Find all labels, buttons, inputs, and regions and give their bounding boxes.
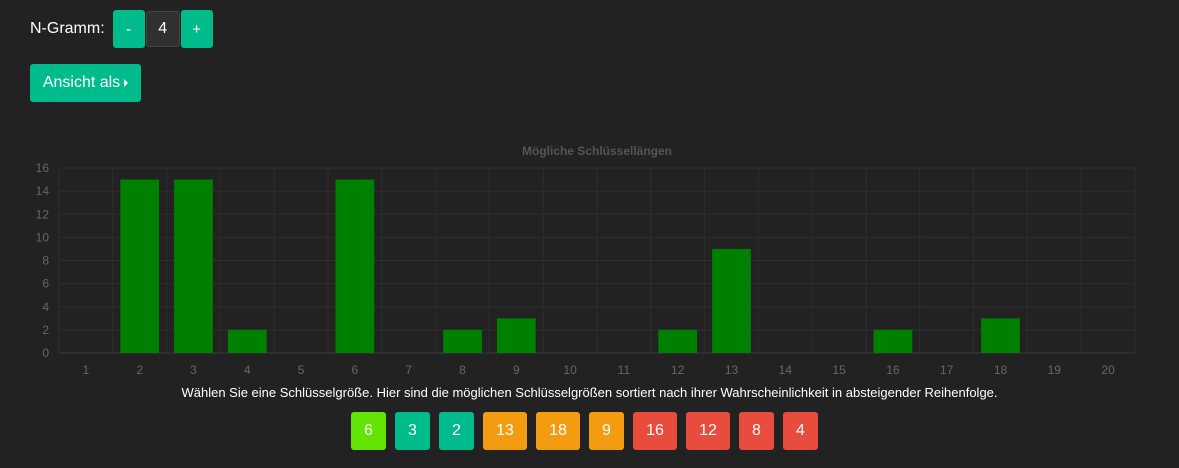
ngram-label: N-Gramm:	[30, 20, 105, 37]
bar-6	[335, 179, 375, 353]
x-tick-label: 11	[618, 363, 631, 377]
view-as-button[interactable]: Ansicht als	[30, 64, 141, 102]
key-size-button-12[interactable]: 12	[686, 412, 730, 450]
key-size-button-6[interactable]: 6	[351, 412, 386, 450]
y-tick-label: 6	[42, 277, 49, 291]
x-tick-label: 8	[459, 363, 466, 377]
ngram-increment-button[interactable]: +	[180, 10, 213, 48]
key-size-buttons: 6 3 2 13 18 9 16 12 8 4	[351, 412, 827, 450]
bar-4	[227, 329, 267, 353]
bar-8	[443, 329, 482, 353]
bar-16	[873, 329, 913, 353]
ngram-decrement-button[interactable]: -	[112, 10, 145, 48]
y-tick-label: 2	[42, 323, 49, 337]
y-tick-label: 8	[42, 254, 49, 268]
key-size-button-8[interactable]: 8	[739, 412, 774, 450]
x-tick-label: 9	[513, 363, 520, 377]
x-tick-label: 20	[1101, 363, 1115, 377]
y-tick-label: 0	[42, 346, 49, 360]
bar-13	[712, 248, 751, 353]
x-tick-label: 4	[244, 363, 251, 377]
x-tick-label: 1	[83, 363, 90, 377]
key-size-caption: Wählen Sie eine Schlüsselgröße. Hier sin…	[181, 385, 998, 400]
ngram-control: N-Gramm: - 4 +	[30, 10, 213, 48]
x-tick-label: 3	[190, 363, 197, 377]
key-size-button-13[interactable]: 13	[483, 412, 527, 450]
x-tick-label: 16	[886, 363, 900, 377]
x-tick-label: 12	[671, 363, 685, 377]
bar-18	[981, 318, 1020, 353]
x-tick-label: 2	[136, 363, 143, 377]
bar-3	[174, 179, 213, 353]
key-size-button-4[interactable]: 4	[783, 412, 818, 450]
y-tick-label: 4	[42, 300, 49, 314]
chart-title: Mögliche Schlüssellängen	[522, 144, 672, 158]
key-size-button-9[interactable]: 9	[589, 412, 624, 450]
x-tick-label: 6	[352, 363, 359, 377]
bar-2	[120, 179, 160, 353]
x-tick-label: 19	[1048, 363, 1062, 377]
x-tick-label: 17	[940, 363, 954, 377]
y-tick-label: 14	[36, 184, 50, 198]
key-size-button-2[interactable]: 2	[439, 412, 474, 450]
y-tick-label: 16	[36, 161, 50, 175]
x-tick-label: 18	[994, 363, 1008, 377]
bar-12	[658, 329, 698, 353]
key-size-button-16[interactable]: 16	[633, 412, 677, 450]
bar-9	[496, 318, 536, 353]
x-tick-label: 7	[405, 363, 412, 377]
x-tick-label: 10	[563, 363, 577, 377]
caret-right-icon	[124, 79, 129, 87]
x-tick-label: 13	[725, 363, 739, 377]
x-tick-label: 15	[832, 363, 846, 377]
x-tick-label: 5	[298, 363, 305, 377]
y-tick-label: 10	[36, 230, 50, 244]
ngram-value-field[interactable]: 4	[145, 11, 180, 47]
key-size-button-3[interactable]: 3	[395, 412, 430, 450]
view-as-label: Ansicht als	[42, 74, 121, 91]
y-tick-label: 12	[36, 207, 50, 221]
key-size-button-18[interactable]: 18	[536, 412, 580, 450]
x-tick-label: 14	[779, 363, 793, 377]
